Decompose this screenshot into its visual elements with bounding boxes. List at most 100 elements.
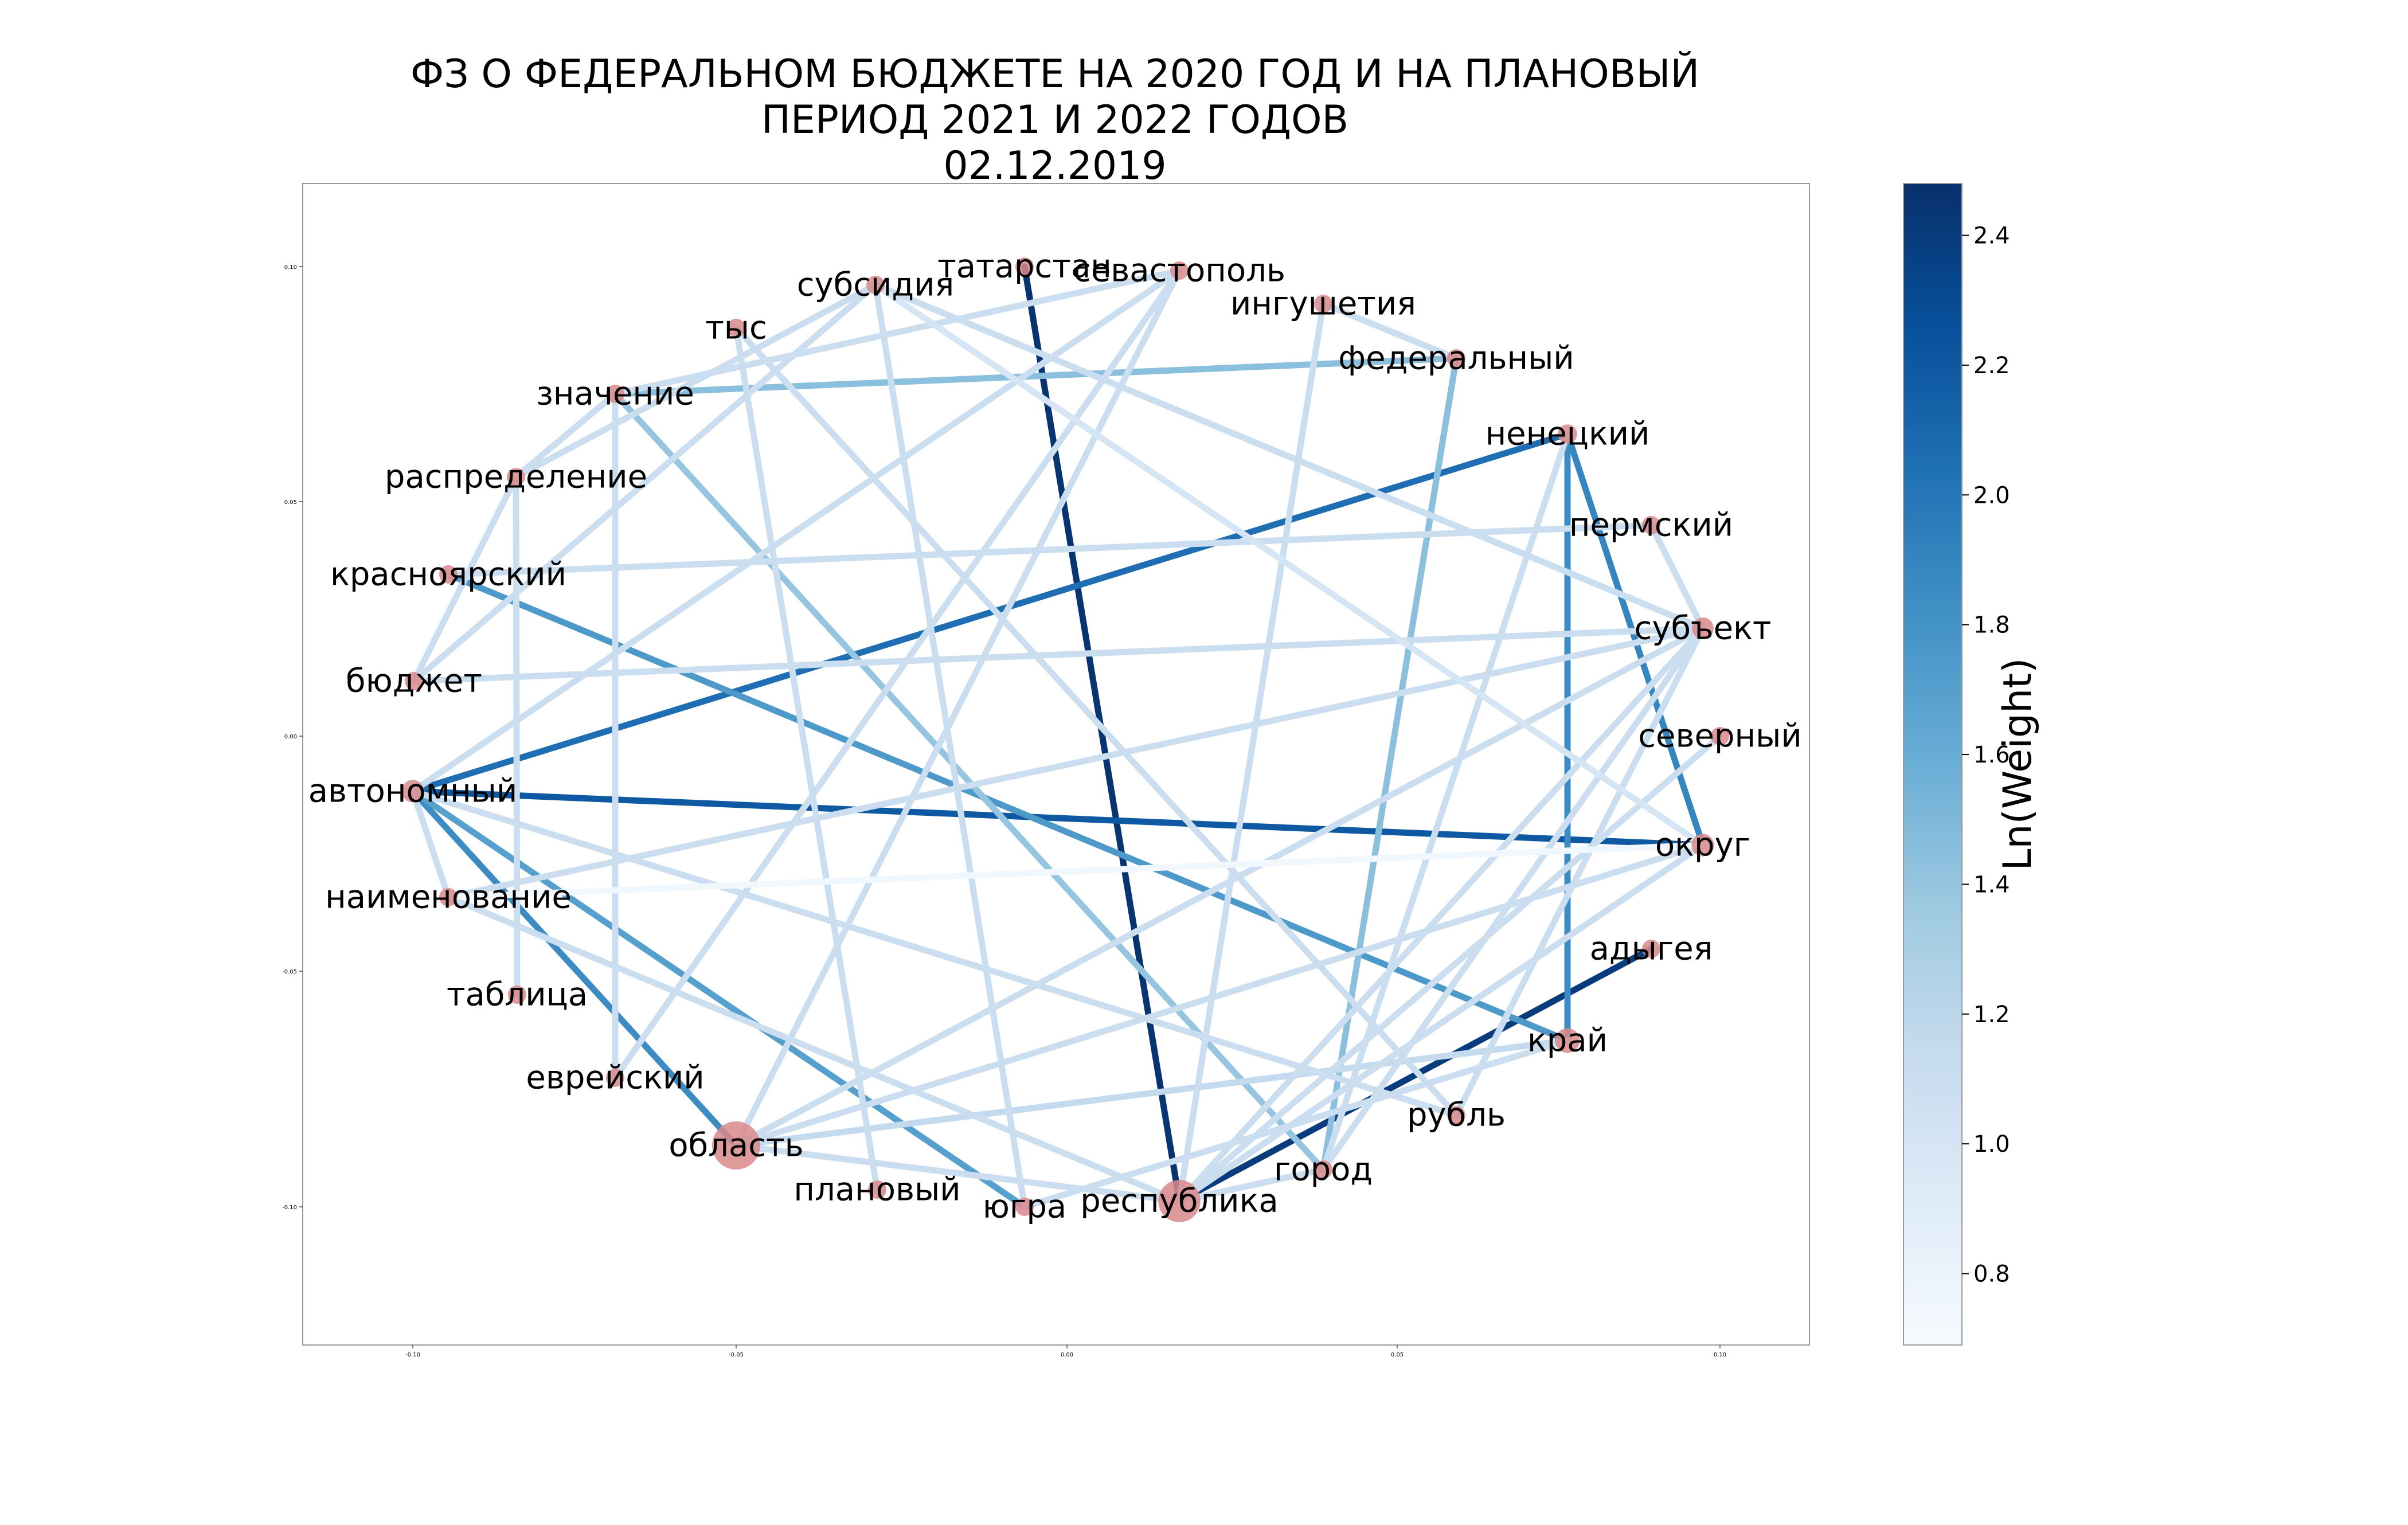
node-gorod [1314,1160,1332,1179]
edge-raspredelenie-tablitsa [513,474,521,998]
node-label-byudzhet: бюджет [346,663,482,700]
node-byudzhet [405,672,423,690]
edge-subsidiya-yugra [872,281,1028,1210]
y-tick-label: -0.05 [282,969,297,975]
node-label-tablitsa: таблица [447,976,588,1014]
node-subsidiya [866,276,885,294]
x-tick-label: -0.10 [405,1352,420,1358]
node-adygeya [1642,940,1660,958]
node-label-naimenovanie: наименование [325,879,572,916]
colorbar-tick-label: 1.8 [1973,612,2010,639]
node-tatarstan [1015,257,1034,276]
colorbar-tick-label: 2.0 [1973,482,2010,509]
edge-znachenie-gorod [612,390,1327,1173]
chart-title: ФЗ О ФЕДЕРАЛЬНОМ БЮДЖЕТЕ НА 2020 ГОД И Н… [298,52,1812,189]
node-tys [727,319,745,337]
x-tick-label: 0.00 [1061,1352,1073,1358]
node-label-yugra: югра [983,1188,1066,1226]
node-nenetsky [1558,424,1577,444]
edge-nenetsky-okrug [1564,431,1706,848]
colorbar-bar [1903,183,1963,1346]
node-label-ingushetiya: ингушетия [1230,286,1416,323]
node-label-znachenie: значение [536,376,694,413]
node-tablitsa [508,986,526,1004]
node-raspredelenie [507,468,525,486]
edge-znachenie-raspredelenie [513,390,619,480]
colorbar: 0.8 1.0 1.2 1.4 1.6 1.8 2.0 2.2 2.4 Ln(Weight) [1903,183,2040,1346]
node-severny [1711,727,1729,745]
edge-tys-planovy [733,324,881,1193]
edge-respublika-gorod [1176,1166,1327,1205]
node-label-krasnoyarsky: красноярский [330,556,566,593]
node-yugra [1015,1198,1034,1216]
colorbar-tick-label: 1.6 [1973,742,2010,768]
edge-gorod-subekt [1320,625,1706,1173]
node-label-subsidiya: субсидия [797,267,954,304]
y-tick-label: 0.05 [284,499,297,506]
edge-subsidiya-raspredelenie [513,281,879,480]
node-subekt [1692,617,1714,639]
edge-permsky-subekt [1648,522,1706,632]
edge-ingushetiya-federalny [1320,300,1460,362]
node-oblast [712,1121,760,1170]
colorbar-tick-label: 0.8 [1973,1261,2010,1287]
chart-title-line-3: 02.12.2019 [943,143,1167,189]
colorbar-tick-label: 1.4 [1973,871,2010,898]
node-label-gorod: город [1274,1151,1373,1188]
edge-subsidiya-subekt [872,281,1706,632]
edge-respublika-severny [1176,733,1723,1205]
node-label-subekt: субъект [1635,610,1772,647]
node-label-respublika: республика [1080,1183,1278,1220]
node-label-sevastopol: севастополь [1073,252,1285,290]
edge-krasnoyarsky-permsky [445,522,1655,578]
edge-naimenovanie-respublika [445,894,1183,1205]
edge-sevastopol-znachenie [612,267,1183,397]
edge-oblast-subekt [733,625,1706,1149]
node-label-tys: тыс [705,310,767,347]
node-okrug [1691,834,1714,857]
node-kray [1555,1028,1580,1053]
nodes-layer [401,257,1729,1222]
node-label-oblast: область [669,1127,803,1164]
edge-oblast-okrug [733,842,1706,1149]
edge-oblast-kray [733,1037,1571,1149]
edge-byudzhet-subekt [411,625,1706,685]
x-tick-label: 0.10 [1714,1352,1726,1358]
edge-tys-rubl [733,324,1460,1119]
node-evreysky [606,1069,624,1087]
node-label-tatarstan: татарстан [937,248,1112,286]
edge-subsidiya-okrug [872,281,1706,848]
node-label-severny: северный [1638,718,1801,755]
node-label-federalny: федеральный [1338,340,1574,377]
node-label-adygeya: адыгея [1590,930,1713,968]
y-tick-label: 0.00 [284,734,297,740]
edge-naimenovanie-okrug [445,842,1706,901]
edge-respublika-okrug [1176,842,1706,1205]
colorbar-tick-label: 2.4 [1973,223,2010,249]
colorbar-ticks: 0.8 1.0 1.2 1.4 1.6 1.8 2.0 2.2 2.4 [1962,223,2010,1287]
node-rubl [1447,1106,1465,1124]
edge-oblast-respublika [733,1142,1183,1205]
edge-rubl-subekt [1453,625,1706,1119]
edge-evreysky-sevastopol [612,267,1183,1081]
node-znachenie [606,385,624,403]
colorbar-label: Ln(Weight) [1995,658,2040,871]
plot-frame [302,183,1810,1346]
edge-avtonomny-naimenovanie [409,788,452,901]
node-label-raspredelenie: распределение [385,459,647,496]
edge-krasnoyarsky-kray [445,571,1571,1044]
node-label-permsky: пермский [1569,507,1733,544]
chart-title-line-1: ФЗ О ФЕДЕРАЛЬНОМ БЮДЖЕТЕ НА 2020 ГОД И Н… [410,52,1700,97]
edge-avtonomny-oblast [409,788,740,1149]
edge-respublika-ingushetiya [1176,300,1327,1205]
axis-ticks: -0.10 -0.05 0.00 0.05 0.10 0.10 0.05 0.00 -0.05 -… [282,264,1726,1358]
node-label-okrug: округ [1655,827,1750,864]
node-permsky [1642,516,1660,534]
x-tick-label: 0.05 [1391,1352,1404,1358]
node-label-avtonomny: автономный [308,773,518,810]
edge-raspredelenie-byudzhet [411,474,519,685]
edges-layer [409,263,1723,1210]
edge-avtonomny-okrug [409,788,1706,848]
